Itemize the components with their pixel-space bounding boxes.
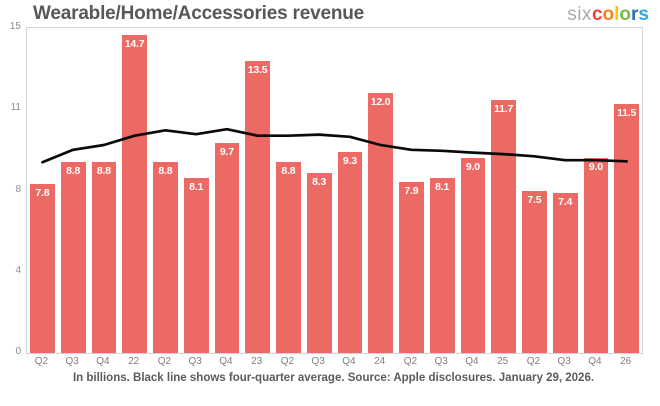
x-tick-label: Q3 bbox=[557, 356, 571, 367]
x-tick-label: Q2 bbox=[34, 356, 49, 367]
bar: 8.1 bbox=[183, 177, 209, 353]
bar-value-label: 14.7 bbox=[124, 37, 145, 50]
bar-value-label: 8.3 bbox=[312, 176, 327, 189]
bar-value-label: 7.5 bbox=[527, 193, 542, 206]
bar-value-label: 8.1 bbox=[189, 180, 204, 193]
x-tick-label: Q3 bbox=[188, 356, 202, 367]
x-tick-label: Q4 bbox=[96, 356, 110, 367]
y-tick-label: 4 bbox=[15, 264, 21, 276]
x-tick-label: Q2 bbox=[403, 356, 418, 367]
x-tick-label: 25 bbox=[497, 356, 509, 367]
x-tick-label: Q4 bbox=[465, 356, 479, 367]
bar-value-label: 8.8 bbox=[66, 165, 81, 178]
sixcolors-logo: sixcolors bbox=[567, 5, 649, 25]
bar: 7.5 bbox=[522, 190, 547, 353]
bar-value-label: 11.5 bbox=[617, 106, 637, 119]
bar: 7.4 bbox=[552, 192, 578, 353]
logo-letter: r bbox=[631, 4, 639, 25]
x-tick-label: 22 bbox=[128, 356, 140, 367]
footnote: In billions. Black line shows four-quart… bbox=[72, 372, 595, 384]
bar: 11.7 bbox=[491, 99, 516, 353]
plot-area: 7.8 8.8 8.8 14.7 8.8 8.1 9.7 13.5 8.8 8.3 9.3 12.0 7… bbox=[26, 27, 643, 354]
x-tick-label: Q4 bbox=[588, 356, 602, 367]
x-tick-label: Q2 bbox=[157, 356, 172, 367]
bar: 8.8 bbox=[60, 162, 86, 353]
bar: 14.7 bbox=[122, 34, 147, 353]
y-tick-label: 8 bbox=[15, 183, 21, 195]
bar-value-label: 9.3 bbox=[342, 154, 357, 167]
bar: 8.1 bbox=[429, 177, 455, 353]
x-tick-label: 23 bbox=[251, 356, 263, 367]
logo-letter: c bbox=[591, 4, 603, 25]
bar-value-label: 13.5 bbox=[247, 63, 268, 76]
chart-title: Wearable/Home/Accessories revenue bbox=[33, 3, 365, 24]
bar: 8.8 bbox=[276, 162, 301, 353]
bar-value-label: 8.1 bbox=[435, 180, 450, 193]
bar-value-label: 11.7 bbox=[494, 102, 514, 115]
logo-colors-text: colors bbox=[592, 4, 649, 25]
bar: 8.8 bbox=[91, 162, 117, 353]
bar: 8.3 bbox=[306, 173, 332, 353]
bar: 7.9 bbox=[399, 181, 424, 353]
logo-letter: o bbox=[602, 4, 615, 25]
x-tick-label: 24 bbox=[374, 356, 386, 367]
bar-value-label: 8.8 bbox=[281, 165, 296, 178]
bar-value-label: 7.8 bbox=[35, 187, 50, 199]
x-tick-label: Q4 bbox=[219, 356, 233, 367]
bar: 12.0 bbox=[368, 93, 393, 353]
bar-value-label: 9.0 bbox=[588, 161, 603, 173]
bar-value-label: 9.0 bbox=[465, 161, 480, 173]
bar: 9.0 bbox=[583, 158, 609, 353]
bar: 9.0 bbox=[460, 158, 486, 353]
x-tick-label: Q4 bbox=[342, 356, 356, 367]
four-quarter-average-line bbox=[41, 127, 628, 164]
y-tick-label: 11 bbox=[10, 102, 21, 114]
bar: 9.7 bbox=[214, 142, 240, 353]
logo-letter: l bbox=[614, 4, 620, 25]
bar-value-label: 9.7 bbox=[219, 145, 234, 158]
logo-letter: o bbox=[619, 4, 632, 25]
bar: 8.8 bbox=[153, 162, 178, 353]
bar: 13.5 bbox=[245, 60, 270, 353]
bar-value-label: 8.8 bbox=[158, 165, 173, 178]
x-tick-label: Q3 bbox=[65, 356, 79, 367]
logo-six-text: six bbox=[567, 4, 592, 25]
bar: 11.5 bbox=[614, 103, 639, 353]
bar-value-label: 7.9 bbox=[404, 184, 419, 197]
x-tick-label: Q2 bbox=[526, 356, 541, 367]
bar: 7.8 bbox=[30, 184, 55, 353]
x-tick-label: Q2 bbox=[280, 356, 295, 367]
y-tick-label: 0 bbox=[15, 346, 21, 357]
y-tick-label: 15 bbox=[9, 21, 21, 32]
bar: 9.3 bbox=[337, 151, 363, 353]
x-tick-label: Q3 bbox=[311, 356, 325, 367]
x-tick-label: 26 bbox=[620, 356, 632, 367]
x-tick-label: Q3 bbox=[434, 356, 448, 367]
logo-letter: s bbox=[638, 4, 649, 25]
bar-value-label: 7.4 bbox=[558, 195, 573, 208]
bar-value-label: 8.8 bbox=[96, 165, 111, 178]
bar-value-label: 12.0 bbox=[370, 96, 391, 108]
